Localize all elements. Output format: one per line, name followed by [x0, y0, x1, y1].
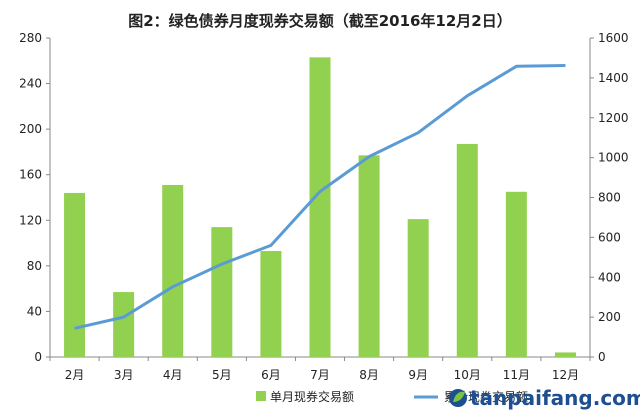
right-tick-label: 600 — [598, 230, 621, 244]
bar — [407, 219, 429, 357]
left-tick-label: 160 — [19, 168, 42, 182]
bar — [554, 352, 576, 357]
left-tick-label: 120 — [19, 213, 42, 227]
bars — [64, 57, 576, 357]
legend-bar-label: 单月现券交易额 — [270, 389, 354, 404]
watermark-text: tanpaifang.com — [470, 386, 640, 410]
x-tick-label: 5月 — [212, 368, 232, 382]
left-tick-label: 40 — [27, 304, 42, 318]
x-tick-label: 8月 — [359, 368, 379, 382]
left-tick-label: 80 — [27, 259, 42, 273]
cumulative-series-line — [74, 64, 566, 330]
legend-bar-swatch — [256, 391, 266, 401]
right-tick-label: 1400 — [598, 71, 629, 85]
bar — [260, 251, 282, 357]
x-tick-label: 10月 — [454, 368, 481, 382]
right-tick-label: 1000 — [598, 151, 629, 165]
right-tick-label: 1600 — [598, 31, 629, 45]
x-tick-label: 11月 — [503, 368, 530, 382]
right-tick-label: 0 — [598, 350, 606, 364]
leaf-logo-icon — [449, 389, 467, 407]
x-tick-label: 7月 — [310, 368, 330, 382]
x-tick-label: 2月 — [65, 368, 85, 382]
bar — [162, 184, 184, 357]
x-tick-label: 3月 — [114, 368, 134, 382]
x-tick-label: 9月 — [408, 368, 428, 382]
bar — [505, 191, 527, 357]
right-tick-label: 400 — [598, 270, 621, 284]
x-tick-label: 6月 — [261, 368, 281, 382]
bar — [309, 57, 331, 357]
bar — [358, 155, 380, 357]
left-tick-label: 200 — [19, 122, 42, 136]
right-tick-label: 1200 — [598, 111, 629, 125]
bar — [113, 292, 135, 357]
right-tick-label: 200 — [598, 310, 621, 324]
bar — [64, 192, 86, 357]
axes: 0 40 80 120 160 200 240 280 0 200 400 600 800 1000 120… — [19, 31, 628, 382]
chart-title: 图2：绿色债券月度现券交易额（截至2016年12月2日） — [128, 12, 512, 30]
left-tick-label: 280 — [19, 31, 42, 45]
bar — [456, 143, 478, 357]
right-tick-label: 800 — [598, 191, 621, 205]
x-tick-label: 4月 — [163, 368, 183, 382]
x-tick-label: 12月 — [552, 368, 579, 382]
left-tick-label: 0 — [34, 350, 42, 364]
bar — [211, 227, 233, 357]
left-tick-label: 240 — [19, 77, 42, 91]
watermark: tanpaifang.com — [449, 386, 640, 410]
cumulative-line — [74, 64, 566, 330]
